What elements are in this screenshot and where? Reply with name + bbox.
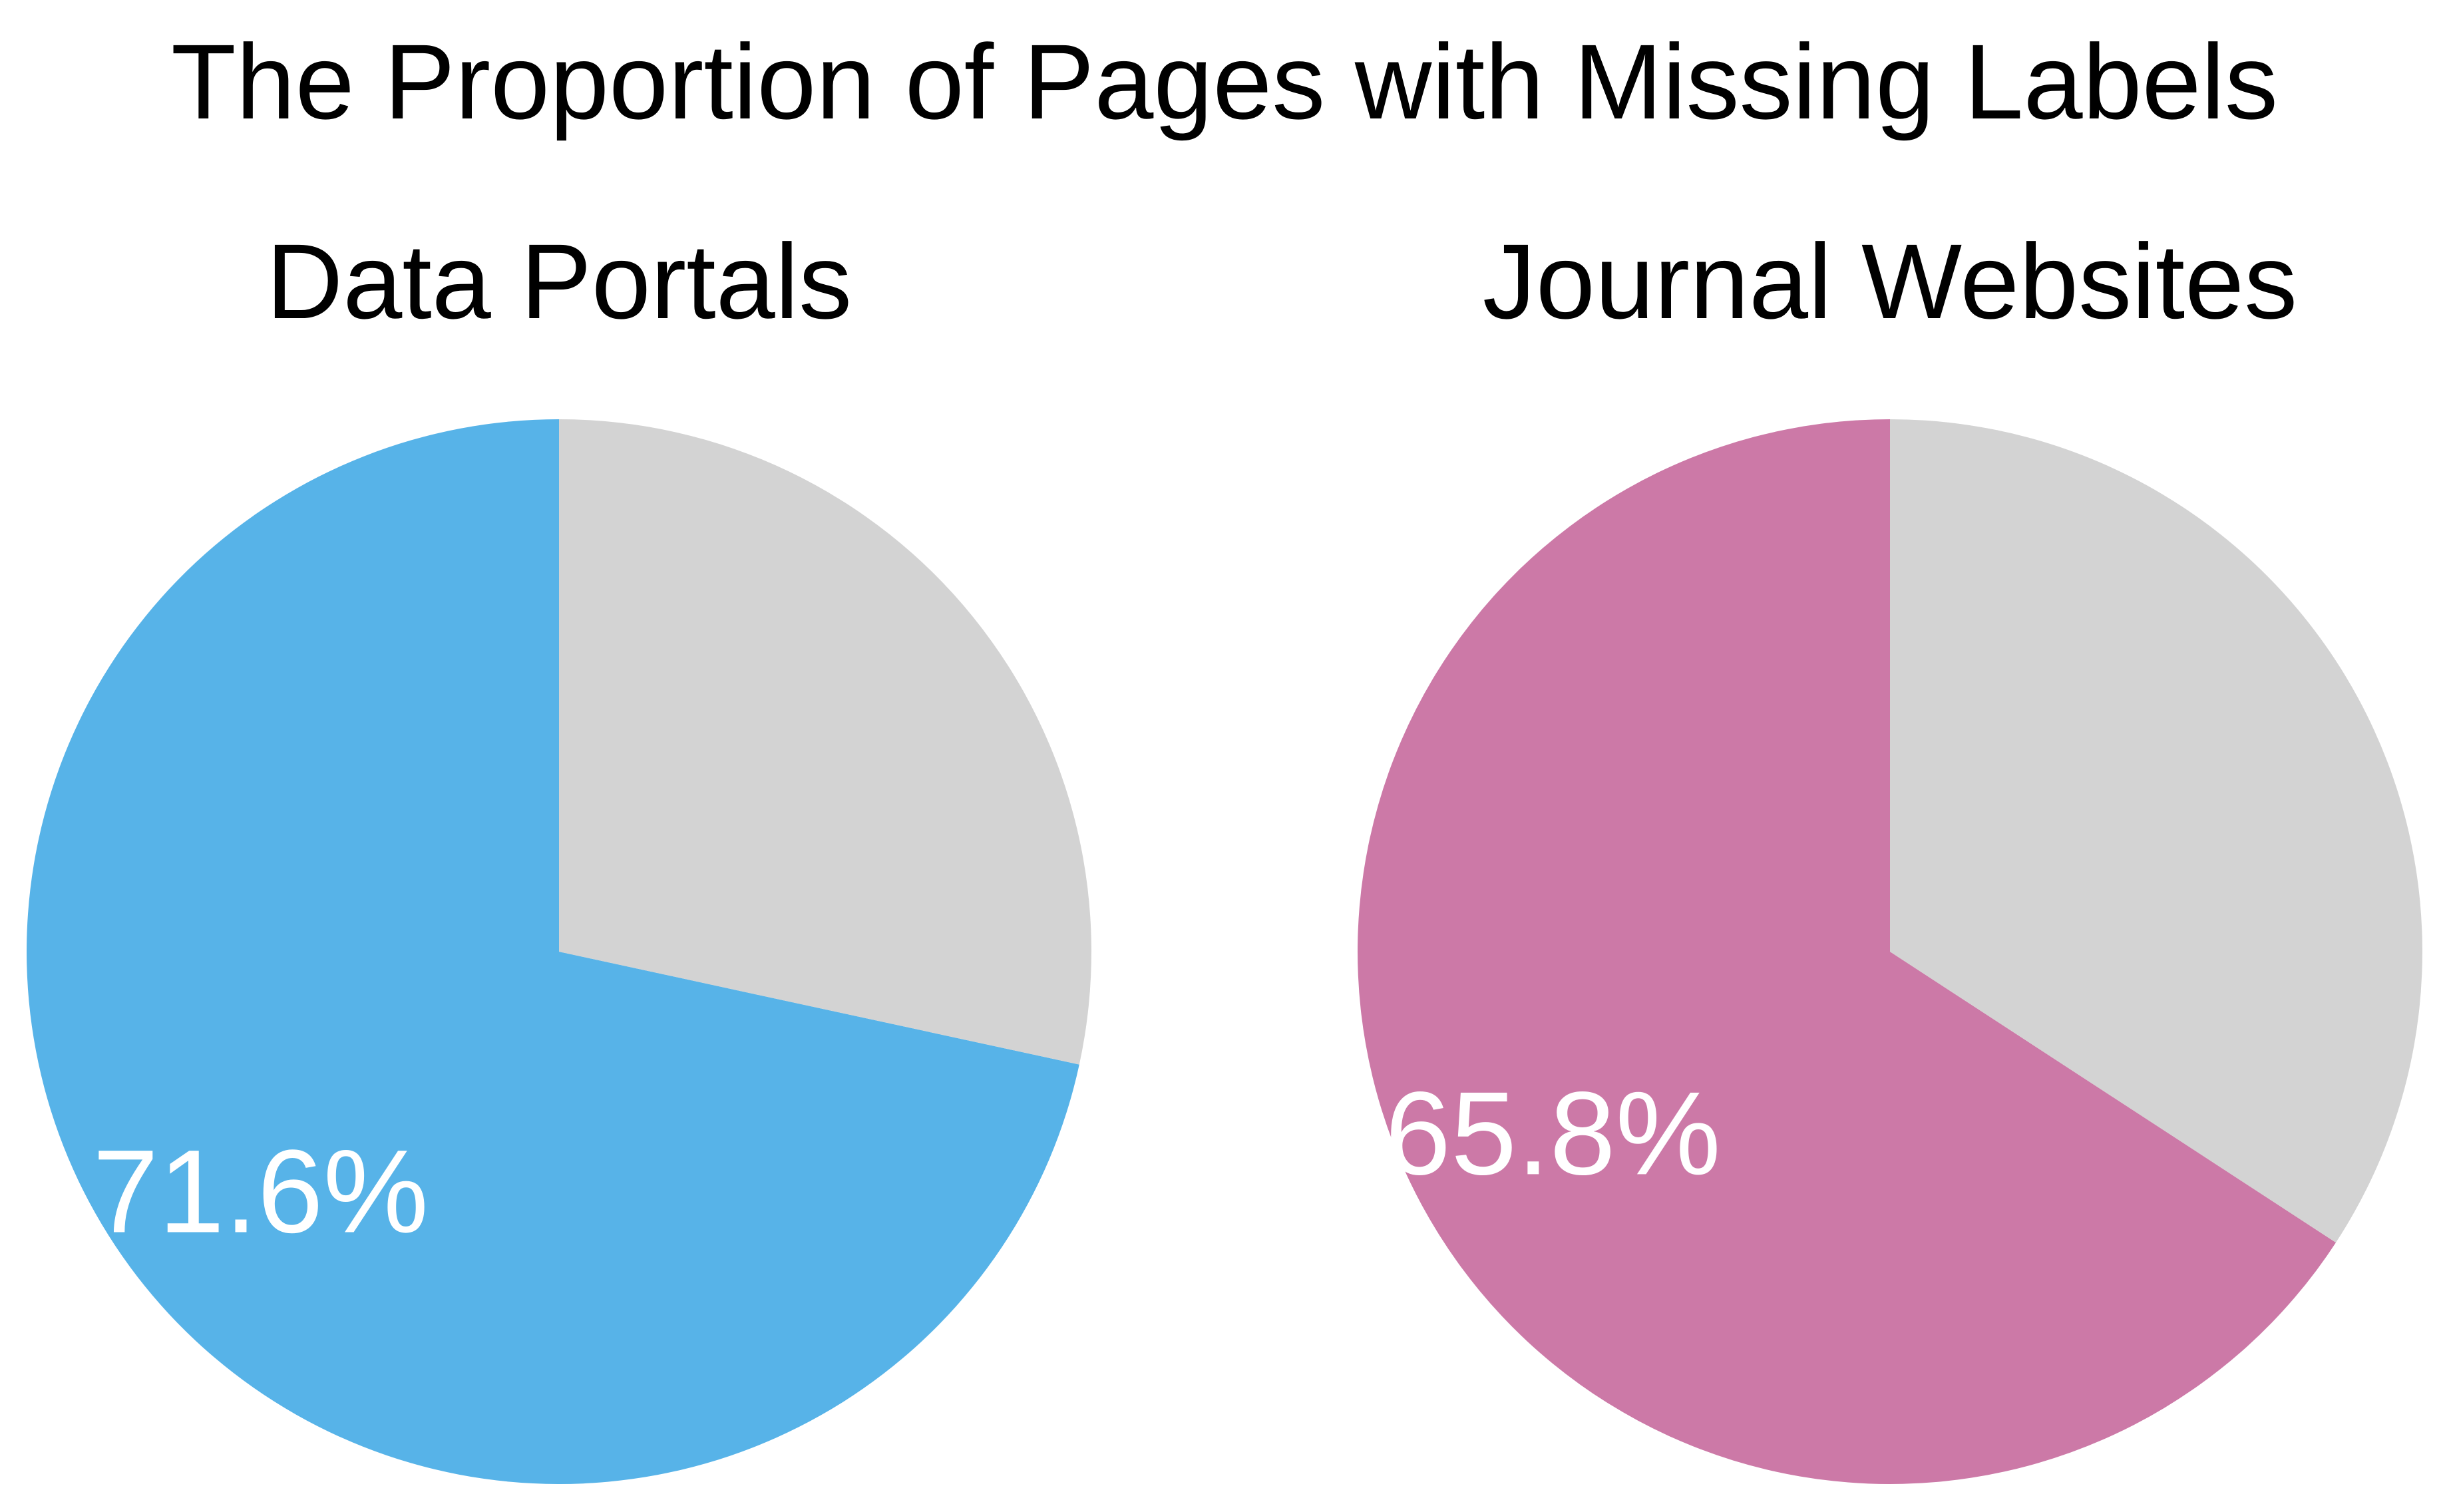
pie-data-portals: Data Portals 71.6%: [26, 222, 1091, 1485]
pie-slices-data-portals: [26, 419, 1091, 1485]
figure-title: The Proportion of Pages with Missing Lab…: [171, 22, 2278, 141]
pie-pct-label-data-portals: 71.6%: [93, 1125, 429, 1258]
pie-slice-data-portals-0: [26, 419, 1079, 1485]
pie-title-journal-websites: Journal Websites: [1483, 222, 2297, 341]
pie-slice-journal-websites-0: [1357, 419, 2337, 1484]
pie-pct-label-journal-websites: 65.8%: [1385, 1067, 1721, 1199]
pie-title-data-portals: Data Portals: [266, 222, 852, 341]
pie-slice-journal-websites-1: [1890, 419, 2422, 1243]
pie-journal-websites: Journal Websites 65.8%: [1357, 222, 2422, 1484]
pie-slice-data-portals-1: [559, 419, 1091, 1065]
pie-slices-journal-websites: [1357, 419, 2422, 1484]
